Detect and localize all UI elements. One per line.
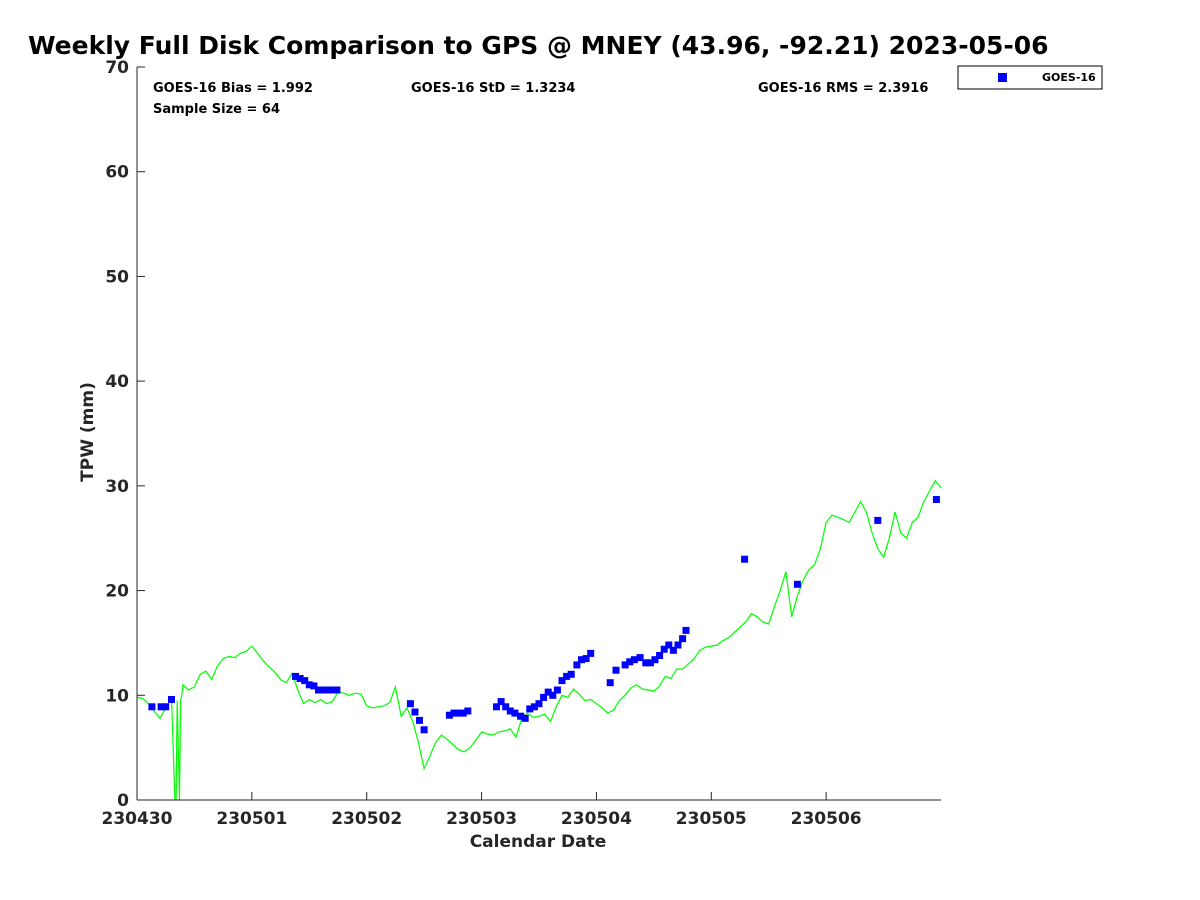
- goes-16-point: [549, 691, 557, 699]
- goes-16-point: [674, 641, 682, 649]
- axes: 0 10 20 30 40 50 60 70 230430 230501 230502 230503 2…: [102, 58, 941, 829]
- goes-16-point: [305, 681, 313, 689]
- x-tick-label: 230504: [561, 809, 632, 829]
- goes-16-point: [535, 700, 543, 708]
- goes-16-point: [553, 686, 561, 694]
- goes-16-point: [450, 709, 458, 717]
- goes-16-point: [411, 708, 419, 716]
- x-tick-label: 230503: [446, 809, 517, 829]
- goes-16-point: [416, 716, 423, 724]
- y-tick-label: 50: [105, 267, 129, 287]
- goes-16-point: [612, 666, 620, 674]
- goes-16-point: [493, 703, 500, 711]
- x-tick-label: 230505: [676, 809, 747, 829]
- goes-16-point: [665, 641, 673, 649]
- goes-16-point: [157, 703, 165, 711]
- goes-16-point: [578, 656, 585, 664]
- chart-title: Weekly Full Disk Comparison to GPS @ MNE…: [28, 31, 1049, 60]
- goes-16-point: [567, 670, 575, 678]
- goes-16-point: [511, 709, 519, 717]
- goes-16-point: [168, 696, 175, 703]
- plot-background: [137, 67, 941, 800]
- goes-16-point: [621, 661, 629, 669]
- goes-16-point: [874, 516, 882, 524]
- x-axis-label: Calendar Date: [470, 832, 607, 852]
- std-stat: GOES-16 StD = 1.3234: [411, 81, 575, 96]
- y-tick-label: 20: [105, 582, 129, 602]
- goes-16-point: [544, 688, 552, 696]
- goes-16-point: [502, 703, 510, 711]
- goes-16-point: [679, 635, 687, 643]
- x-tick-label: 230430: [102, 809, 173, 829]
- y-tick-label: 40: [105, 372, 129, 392]
- goes-16-point: [445, 711, 453, 719]
- legend: GOES-16: [957, 65, 1103, 90]
- y-tick-label: 70: [105, 58, 129, 78]
- goes-16-point: [148, 703, 156, 711]
- plot-area: [137, 67, 941, 800]
- goes-16-point: [587, 649, 595, 657]
- goes-16-point: [626, 658, 634, 666]
- goes-16-point: [630, 656, 638, 664]
- goes-16-point: [793, 580, 801, 588]
- goes-16-point: [162, 703, 170, 711]
- legend-label-goes-16: GOES-16: [1042, 71, 1096, 84]
- goes-16-point: [455, 709, 463, 717]
- y-tick-label: 0: [117, 791, 129, 811]
- goes-16-point: [328, 686, 336, 694]
- goes-16-point: [521, 714, 529, 722]
- goes-16-point: [563, 672, 571, 680]
- goes-16-point: [660, 645, 668, 653]
- goes-16-point: [606, 679, 614, 687]
- y-tick-label: 10: [105, 686, 129, 706]
- goes-16-point: [646, 659, 654, 667]
- goes-16-point: [497, 698, 505, 706]
- x-tick-label: 230506: [791, 809, 862, 829]
- goes-16-point: [530, 703, 538, 711]
- rms-stat: GOES-16 RMS = 2.3916: [758, 81, 928, 96]
- goes-16-point: [517, 712, 525, 720]
- goes-16-point: [582, 655, 590, 663]
- goes-16-point: [459, 709, 467, 717]
- goes-16-point: [324, 686, 332, 694]
- goes-16-point: [296, 675, 304, 682]
- goes-16-point: [420, 726, 428, 734]
- goes-16-point: [315, 686, 322, 694]
- goes-16-point: [682, 626, 690, 634]
- goes-16-point: [301, 677, 309, 685]
- goes-16-point: [292, 672, 299, 680]
- goes-16-point: [333, 686, 341, 694]
- goes-16-point: [636, 654, 644, 662]
- x-tick-label: 230501: [216, 809, 287, 829]
- goes-16-point: [573, 661, 581, 669]
- y-axis-label: TPW (mm): [78, 382, 98, 482]
- goes-16-point: [651, 656, 659, 664]
- goes-16-point: [656, 652, 664, 659]
- goes-16-point: [741, 555, 749, 563]
- goes-16-point: [406, 700, 414, 708]
- legend-marker-goes-16: [998, 73, 1007, 82]
- y-tick-label: 60: [105, 163, 129, 183]
- goes-16-point: [558, 677, 566, 685]
- bias-stat: GOES-16 Bias = 1.992: [153, 81, 313, 96]
- goes-16-point: [669, 646, 677, 654]
- goes-16-point: [526, 705, 534, 713]
- goes-16-point: [642, 659, 650, 667]
- goes-16-point: [506, 707, 514, 715]
- goes-16-point: [932, 496, 940, 503]
- legend-box: [957, 65, 1103, 90]
- y-tick-label: 30: [105, 477, 129, 497]
- goes-16-point: [540, 693, 548, 701]
- goes-16-points-group: [148, 496, 940, 734]
- goes-16-point: [310, 682, 318, 690]
- goes-16-point: [319, 686, 327, 694]
- goes-16-point: [464, 707, 472, 715]
- sample-size-stat: Sample Size = 64: [153, 102, 280, 117]
- x-tick-label: 230502: [331, 809, 402, 829]
